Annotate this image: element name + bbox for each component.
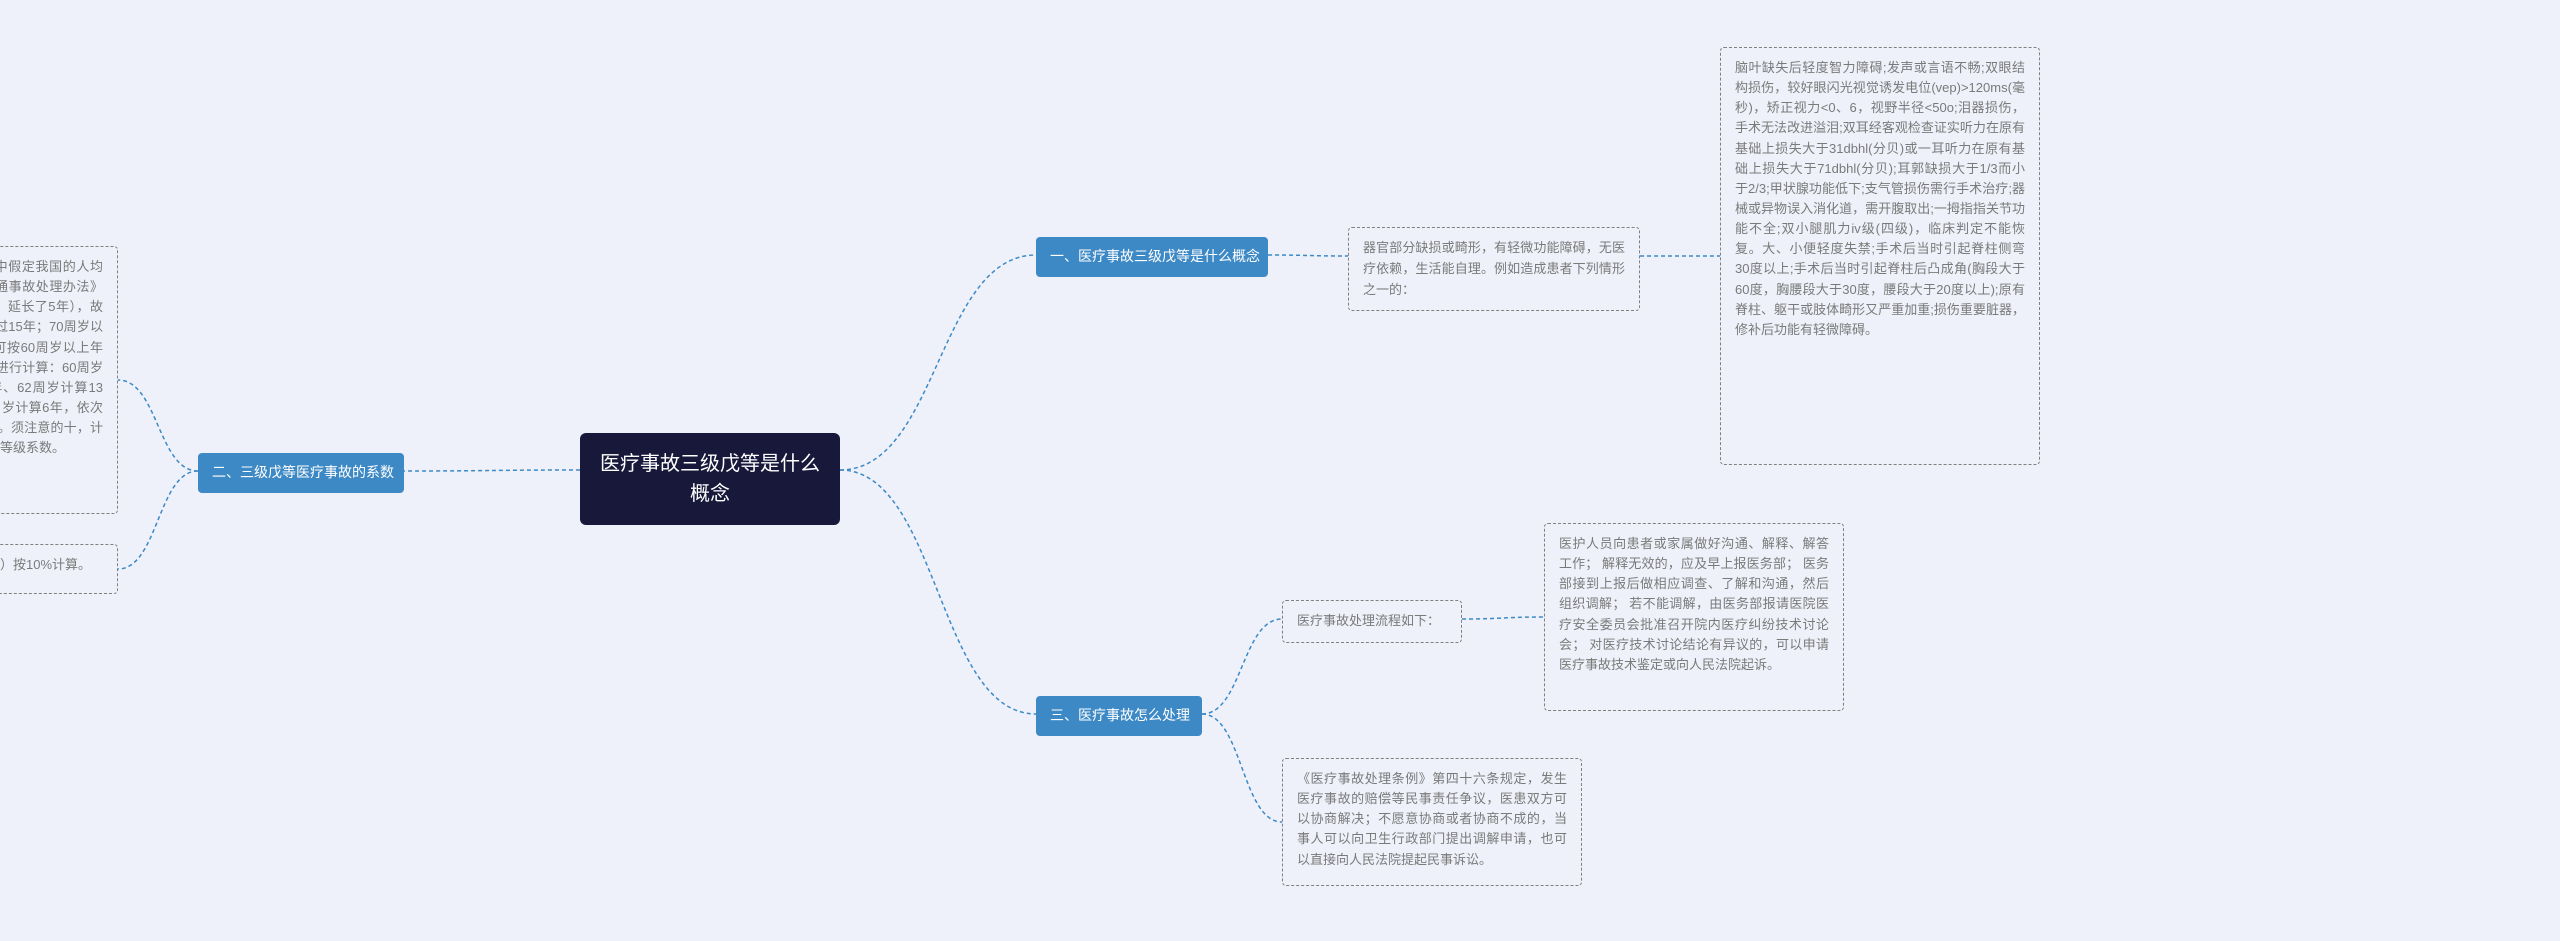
leaf-node-2-2: 三级戊等医疗事故（十级伤残）按10%计算。 <box>0 544 118 594</box>
leaf-node-1-1: 器官部分缺损或畸形，有轻微功能障碍，无医疗依赖，生活能自理。例如造成患者下列情形… <box>1348 227 1640 311</box>
leaf-node-3-1: 医疗事故处理流程如下： <box>1282 600 1462 643</box>
branch-node-2: 二、三级戊等医疗事故的系数 <box>198 453 404 493</box>
leaf-node-2-1: 由于《医疗事故处理条例》中假定我国的人均寿命是75周岁（与《道路交通事故处理办法… <box>0 246 118 514</box>
leaf-node-3-2: 医护人员向患者或家属做好沟通、解释、解答工作； 解释无效的，应及早上报医务部； … <box>1544 523 1844 711</box>
leaf-node-1-2: 脑叶缺失后轻度智力障碍;发声或言语不畅;双眼结构损伤，较好眼闪光视觉诱发电位(v… <box>1720 47 2040 465</box>
branch-node-3: 三、医疗事故怎么处理 <box>1036 696 1202 736</box>
leaf-node-3-3: 《医疗事故处理条例》第四十六条规定，发生医疗事故的赔偿等民事责任争议，医患双方可… <box>1282 758 1582 886</box>
branch-node-1: 一、医疗事故三级戊等是什么概念 <box>1036 237 1268 277</box>
root-node: 医疗事故三级戊等是什么概念 <box>580 433 840 525</box>
